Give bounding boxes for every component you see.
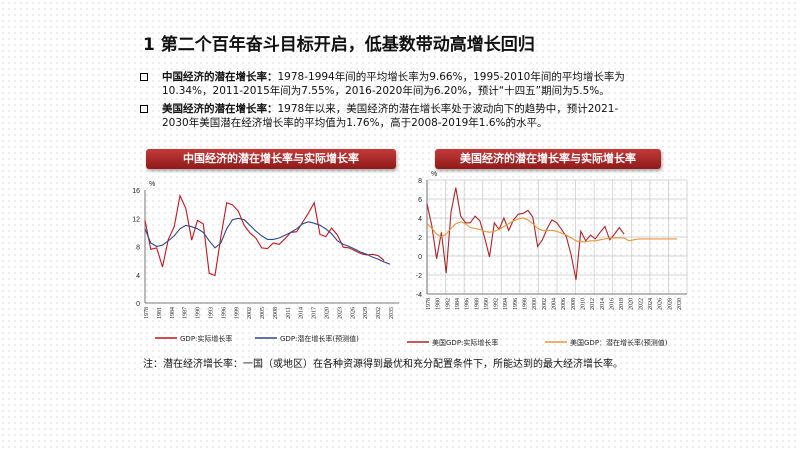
bullet-line2: 10.34%，2011-2015年间为7.55%，2016-2020年间为6.2…	[162, 85, 610, 97]
x-tick-label: 2008	[273, 307, 279, 319]
y-tick-label: -4	[416, 292, 422, 299]
x-tick-label: 2010	[580, 298, 586, 310]
x-tick-label: 2029	[363, 307, 369, 319]
bullet-head: 美国经济的潜在增长率：	[162, 103, 278, 115]
x-tick-label: 2002	[542, 298, 548, 310]
bullet-head: 中国经济的潜在增长率：	[162, 71, 278, 83]
x-tick-label: 2017	[312, 307, 318, 319]
chart-china-banner: 中国经济的潜在增长率与实际增长率	[146, 149, 396, 169]
y-axis-label: %	[149, 181, 155, 188]
x-tick-label: 2014	[299, 307, 305, 319]
y-tick-label: 6	[418, 197, 422, 204]
y-tick-label: -2	[416, 273, 422, 280]
x-tick-label: 2022	[638, 298, 644, 310]
y-tick-label: 8	[418, 178, 422, 185]
y-tick-label: 2	[418, 235, 422, 242]
y-tick-label: 0	[418, 254, 422, 261]
x-tick-label: 1987	[183, 307, 189, 319]
x-tick-label: 1986	[465, 298, 471, 310]
x-tick-label: 1992	[494, 298, 500, 310]
x-tick-label: 2000	[532, 298, 538, 310]
x-tick-label: 1981	[157, 307, 163, 319]
bullet-box-icon	[140, 105, 148, 113]
x-tick-label: 2008	[571, 298, 577, 310]
series-line-0	[144, 193, 385, 277]
y-tick-label: 4	[136, 273, 140, 280]
x-tick-label: 2023	[337, 307, 343, 319]
x-tick-label: 2032	[376, 307, 382, 319]
bullet-china: 中国经济的潜在增长率：1978-1994年间的平均增长率为9.66%，1995-…	[140, 70, 700, 98]
x-tick-label: 2030	[677, 298, 683, 310]
x-tick-label: 1990	[196, 307, 202, 319]
bullet-line1: 1978年以来，美国经济的潜在增长率处于波动向下的趋势中，预计2021-	[277, 103, 619, 115]
x-tick-label: 2020	[325, 307, 331, 319]
x-tick-label: 2028	[667, 298, 673, 310]
series-line-0	[426, 187, 625, 280]
legend-label-0: 美国GDP:实际增长率	[432, 338, 498, 347]
bullet-us: 美国经济的潜在增长率：1978年以来，美国经济的潜在增长率处于波动向下的趋势中，…	[140, 102, 700, 130]
x-tick-label: 1996	[513, 298, 519, 310]
x-tick-label: 1996	[221, 307, 227, 319]
x-tick-label: 1980	[436, 298, 442, 310]
x-tick-label: 2026	[658, 298, 664, 310]
y-tick-label: 4	[418, 216, 422, 223]
x-tick-label: 1982	[445, 298, 451, 310]
series-line-1	[426, 217, 677, 243]
legend-label-1: 美国GDP：潜在增长率(预测值)	[570, 338, 668, 347]
x-tick-label: 2006	[561, 298, 567, 310]
legend-label-1: GDP:潜在增长率(预测值)	[280, 334, 359, 343]
chart-us-banner: 美国经济的潜在增长率与实际增长率	[435, 149, 661, 169]
x-tick-label: 1988	[474, 298, 480, 310]
x-tick-label: 2005	[260, 307, 266, 319]
x-tick-label: 1978	[144, 307, 150, 319]
x-tick-label: 1993	[208, 307, 214, 319]
x-tick-label: 1999	[234, 307, 240, 319]
x-tick-label: 1994	[503, 298, 509, 310]
legend-label-0: GDP:实际增长率	[180, 334, 232, 343]
y-tick-label: 12	[132, 216, 140, 223]
x-tick-label: 2024	[648, 298, 654, 310]
series-line-1	[144, 217, 391, 265]
page-title: 1 第二个百年奋斗目标开启，低基数带动高增长回归	[143, 35, 535, 55]
x-tick-label: 2026	[350, 307, 356, 319]
footnote: 注：潜在经济增长率：一国（或地区）在各种资源得到最优和充分配置条件下，所能达到的…	[143, 359, 623, 370]
china-growth-chart: 0 4 8 12 16% 1978 1981 1984 1987 1990 1993 1996 1999…	[132, 181, 399, 343]
x-tick-label: 2018	[619, 298, 625, 310]
x-tick-label: 2035	[389, 307, 395, 319]
x-tick-label: 1998	[523, 298, 529, 310]
x-tick-label: 2020	[629, 298, 635, 310]
x-tick-label: 1990	[484, 298, 490, 310]
y-axis-label: %	[431, 171, 437, 178]
bullet-line2: 2030年美国潜在经济增长率的平均值为1.76%，高于2008-2019年1.6…	[162, 117, 548, 129]
x-tick-label: 1984	[170, 307, 176, 319]
x-tick-label: 2002	[247, 307, 253, 319]
us-growth-chart: -4 -2 0 2 4 6 8% 1978 1980 1982 1984 1986 1988 1990 19…	[407, 171, 688, 347]
y-tick-label: 8	[136, 245, 140, 252]
x-tick-label: 1978	[426, 298, 432, 310]
x-tick-label: 2004	[552, 298, 558, 310]
x-tick-label: 1984	[455, 298, 461, 310]
x-tick-label: 2012	[590, 298, 596, 310]
x-tick-label: 2014	[600, 298, 606, 310]
x-tick-label: 2011	[286, 307, 292, 319]
y-tick-label: 0	[136, 301, 140, 308]
bullet-box-icon	[140, 73, 148, 81]
bullet-line1: 1978-1994年间的平均增长率为9.66%，1995-2010年间的平均增长…	[277, 71, 625, 83]
x-tick-label: 2016	[609, 298, 615, 310]
y-tick-label: 16	[132, 188, 140, 195]
